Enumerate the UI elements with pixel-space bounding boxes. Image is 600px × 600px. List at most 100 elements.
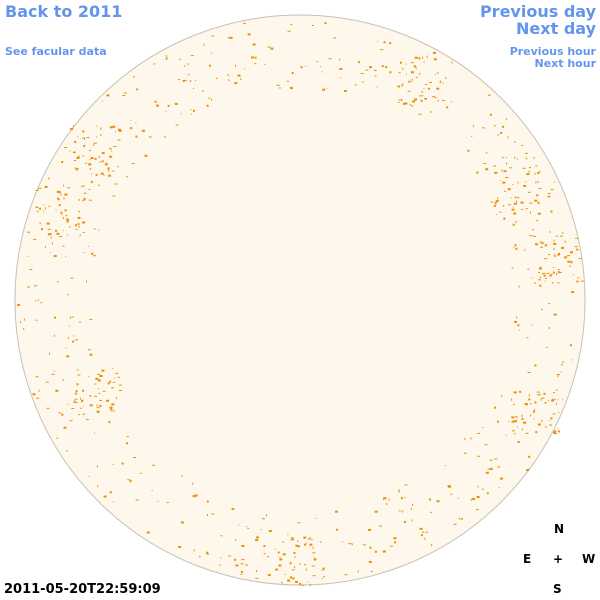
facula [567,255,571,257]
facula [534,401,537,404]
facula [343,90,347,92]
facula [247,527,250,529]
facula [414,98,417,101]
back-link[interactable]: Back to 2011 [5,2,123,21]
facula [420,99,423,102]
facula [72,125,74,128]
facula [516,200,517,203]
previous-hour-link[interactable]: Previous hour [509,45,596,58]
facula [252,43,256,46]
facula [46,222,50,225]
facula [41,228,43,231]
facula [529,202,533,204]
facula [549,420,551,422]
facula [389,71,392,74]
compass-center: + [553,552,564,566]
facula [529,167,531,169]
facula [409,104,412,106]
facula [369,546,372,549]
facula [531,324,533,326]
facula [550,189,554,191]
previous-day-link[interactable]: Previous day [479,2,596,21]
facula [543,402,547,404]
facula [56,281,59,283]
facula [48,352,50,355]
facula [288,580,290,582]
facula [78,211,80,213]
facula [548,303,551,305]
facula [82,221,86,224]
facula [114,183,118,185]
facula [154,100,157,103]
facula [62,229,64,231]
facula [533,235,536,237]
facula [394,541,396,544]
facula [241,544,245,547]
facula [512,223,515,226]
facula [66,220,69,223]
facula [399,61,402,64]
facula [393,537,397,540]
facula [500,477,503,480]
facula [432,96,436,98]
facula [178,79,181,80]
facula [515,221,518,223]
facula [537,171,539,174]
facula [536,394,540,396]
facular-link[interactable]: See facular data [5,45,107,58]
facula [88,376,90,378]
facula [157,500,159,502]
facula [82,185,85,187]
next-hour-link[interactable]: Next hour [534,57,597,70]
facula [291,537,294,539]
facula [571,359,573,361]
facula [423,88,425,90]
facula [26,286,30,288]
facula [379,525,382,527]
facula [89,404,93,407]
facula [544,277,547,279]
facula [357,61,360,64]
next-day-link[interactable]: Next day [516,19,596,38]
facula [549,230,551,233]
facula [377,40,379,42]
facula [304,564,306,566]
facula [61,413,64,416]
facula [430,511,433,513]
facula [534,364,537,367]
facula [220,535,223,537]
facula [64,193,68,196]
facula [121,462,124,465]
facula [117,376,120,378]
facula [75,393,77,396]
facula [554,255,557,257]
facula [309,583,311,586]
facula [388,498,390,501]
facula [96,407,100,409]
facula [513,404,516,405]
facula [398,72,401,74]
facula [192,495,196,498]
facula [36,206,37,208]
facula [209,64,211,67]
facula [141,129,145,132]
facula [133,75,135,78]
facula [536,391,540,393]
facula [117,166,120,168]
facula [73,335,75,337]
facula [75,390,78,393]
facula [552,413,556,415]
facula [178,58,181,60]
facula [43,204,45,206]
facula [255,539,259,542]
facula [20,321,22,324]
facula [245,526,247,527]
facula [100,127,102,130]
facula [229,36,233,39]
facula [333,37,337,39]
facula [451,61,453,64]
facula [305,542,307,544]
facula [406,73,407,75]
facula [389,42,392,45]
facula [299,582,302,585]
